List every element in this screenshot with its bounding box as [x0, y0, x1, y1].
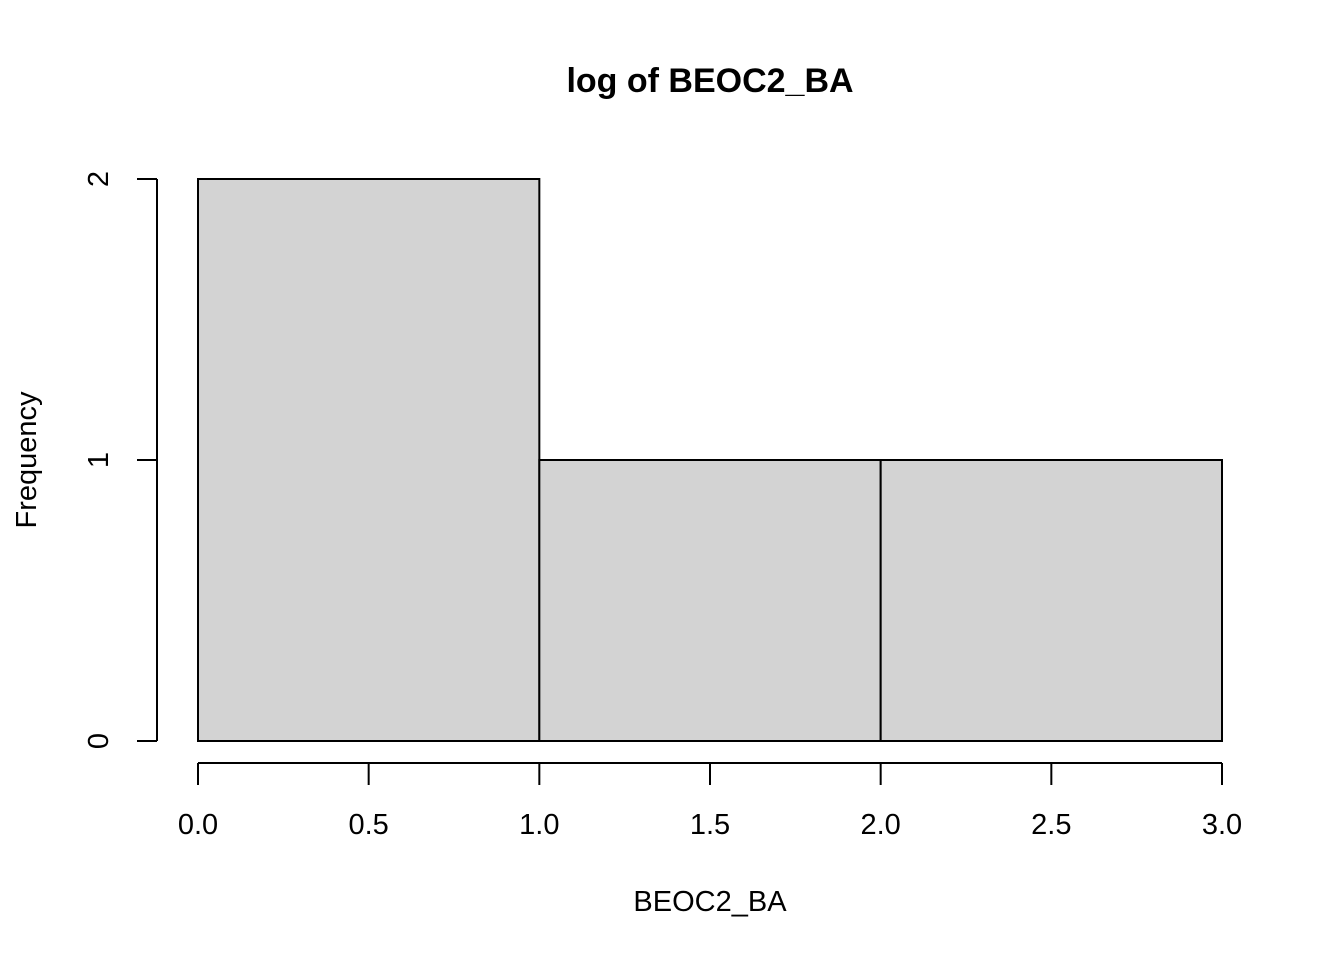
histogram-bar-1: [538, 459, 882, 742]
bars-group: [197, 178, 1224, 742]
y-tick-label-1: 1: [83, 452, 115, 468]
x-axis-label: BEOC2_BA: [633, 886, 787, 918]
x-tick-label-0: 0.0: [178, 809, 218, 841]
y-tick-label-0: 0: [83, 733, 115, 749]
x-tick-label-4: 2.0: [861, 809, 901, 841]
x-tick-label-1: 0.5: [349, 809, 389, 841]
x-axis: 0.0 0.5 1.0 1.5 2.0 2.5 3.0: [178, 762, 1242, 841]
chart-title: log of BEOC2_BA: [566, 62, 853, 100]
x-tick-label-2: 1.0: [519, 809, 559, 841]
x-tick-label-5: 2.5: [1031, 809, 1071, 841]
y-axis-label: Frequency: [11, 391, 43, 529]
y-axis: 0 1 2: [83, 171, 158, 749]
histogram-bar-2: [879, 459, 1224, 742]
histogram-bar-0: [197, 178, 541, 742]
y-tick-label-2: 2: [83, 171, 115, 187]
x-tick-label-6: 3.0: [1202, 809, 1242, 841]
x-tick-label-3: 1.5: [690, 809, 730, 841]
